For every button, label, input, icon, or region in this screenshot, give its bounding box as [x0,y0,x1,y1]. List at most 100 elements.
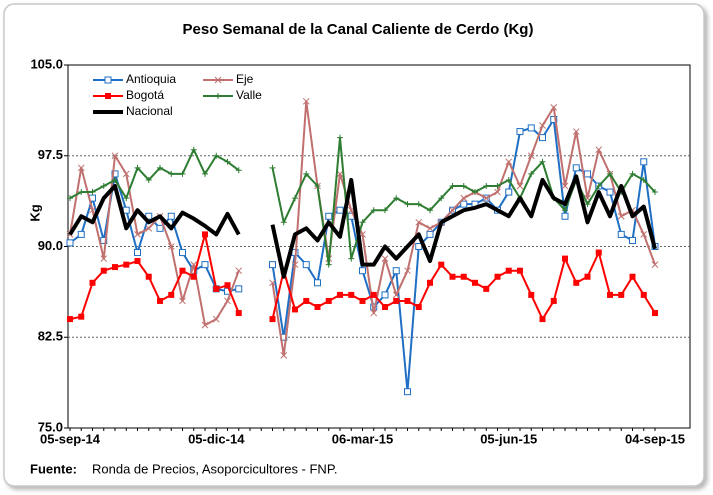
point [337,134,343,141]
point [213,285,220,292]
point [77,230,85,238]
point [269,261,276,269]
point [190,146,197,153]
point [438,261,445,268]
point [449,206,456,214]
point [629,236,636,244]
series [68,174,657,279]
point [224,158,231,165]
point [122,206,130,214]
point [89,206,96,214]
point [291,261,299,269]
point [359,297,366,304]
point [426,230,434,238]
point [100,255,108,262]
x-tick-label: 06-mar-15 [332,431,393,446]
point [404,297,411,304]
point [527,124,535,132]
point [382,207,388,214]
point [359,219,366,226]
y-tick-label: 105.0 [30,56,63,71]
point [157,297,163,304]
point [584,201,591,208]
point [494,183,501,189]
point [494,273,501,280]
point [348,255,355,262]
legend-label: Valle [236,88,262,102]
point [112,264,118,271]
point [562,207,568,214]
point [561,212,569,220]
point [539,134,546,142]
y-tick-label: 75.0 [38,419,63,434]
point [392,267,400,275]
point [134,164,141,171]
point [516,128,524,136]
point [640,176,647,183]
point [595,146,603,154]
point [381,255,389,262]
point [572,128,580,135]
point [111,152,119,160]
y-tick-label: 90.0 [38,238,63,253]
point [606,188,614,196]
point [235,285,243,293]
legend-label: Eje [236,72,254,86]
point [517,267,523,274]
series [67,134,658,268]
point [235,267,243,275]
point [382,304,388,310]
point [145,273,152,280]
point [89,279,96,286]
point [280,352,288,359]
point [156,224,164,232]
point [393,195,400,202]
point [460,273,467,280]
point [348,291,355,298]
point [550,115,558,123]
point [201,321,209,329]
point [629,273,636,280]
legend-item: Valle [203,88,262,102]
point [104,76,112,84]
point [179,170,186,177]
point [302,261,310,269]
point [292,306,298,313]
point [89,189,96,196]
point [550,297,557,304]
point [134,258,141,265]
point [527,152,535,160]
point [314,304,321,310]
point [269,164,276,171]
point [168,291,175,298]
point [212,315,220,323]
point [460,183,467,189]
point [651,261,659,269]
point [214,76,222,84]
point [112,176,118,183]
series-line [68,174,657,279]
point [303,170,310,177]
point [617,230,625,238]
point [314,279,321,287]
point [303,297,310,304]
point [404,201,411,208]
point [235,167,242,174]
point [640,291,647,298]
point [539,122,546,129]
point [123,261,130,268]
legend-item: Antioquia [93,72,176,86]
point [562,255,568,262]
legend-item: Eje [203,72,254,86]
point [325,261,332,268]
point [528,170,535,177]
x-tick-label: 05-jun-15 [480,431,537,446]
chart-title: Peso Semanal de la Canal Caliente de Cer… [183,21,534,38]
point [483,285,490,292]
y-tick-label: 82.5 [38,329,63,344]
point [427,207,433,214]
point [336,170,344,178]
point [100,236,108,244]
point [111,170,119,178]
